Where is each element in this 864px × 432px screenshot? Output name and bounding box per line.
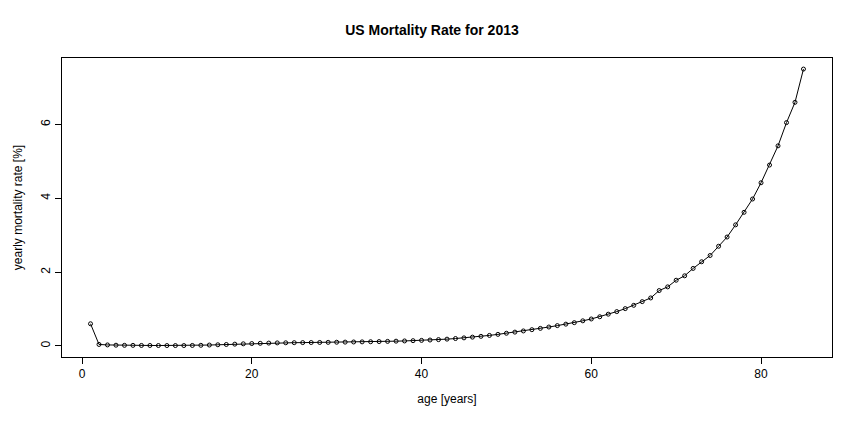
svg-text:0: 0 — [39, 340, 53, 347]
svg-text:80: 80 — [754, 367, 768, 381]
svg-text:2: 2 — [39, 267, 53, 274]
svg-text:6: 6 — [39, 119, 53, 126]
svg-text:yearly mortality rate [%]: yearly mortality rate [%] — [11, 145, 25, 270]
svg-text:US Mortality Rate for 2013: US Mortality Rate for 2013 — [345, 22, 519, 38]
svg-text:4: 4 — [39, 193, 53, 200]
svg-text:40: 40 — [415, 367, 429, 381]
svg-text:0: 0 — [79, 367, 86, 381]
svg-text:age [years]: age [years] — [417, 392, 476, 406]
svg-text:20: 20 — [245, 367, 259, 381]
svg-text:60: 60 — [585, 367, 599, 381]
